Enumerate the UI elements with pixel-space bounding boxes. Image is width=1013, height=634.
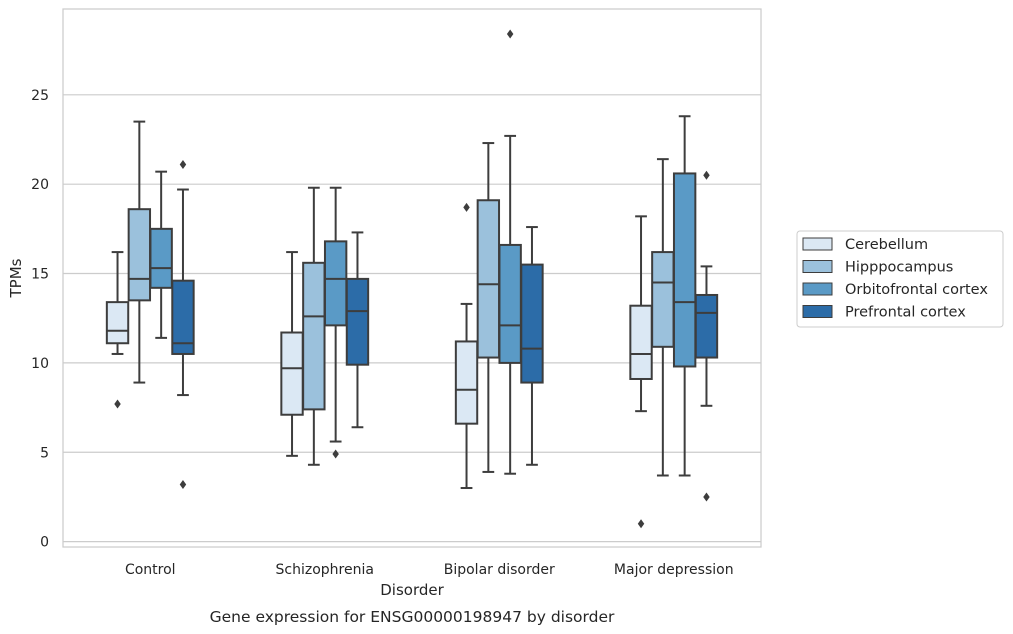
outlier-point	[179, 160, 187, 170]
legend-item-orbitofrontal-cortex: Orbitofrontal cortex	[802, 282, 988, 298]
box-body	[476, 199, 501, 359]
y-tick-labels: 0 5 10 15 20 25	[31, 88, 49, 551]
chart-caption: Gene expression for ENSG00000198947 by d…	[210, 608, 615, 626]
box-control-orbitofrontal-cortex	[149, 170, 173, 339]
box-bipolar-disorder-orbitofrontal-cortex	[498, 29, 522, 475]
y-axis-label: TPMs	[7, 258, 25, 298]
legend-swatch	[802, 282, 833, 296]
x-tick-label-control: Control	[125, 562, 176, 578]
x-axis-label: Disorder	[380, 581, 444, 599]
box-bipolar-disorder-prefrontal-cortex	[520, 226, 544, 466]
legend-label: Cerebellum	[845, 237, 928, 253]
legend-item-prefrontal-cortex: Prefrontal cortex	[802, 305, 966, 321]
box-body	[520, 263, 544, 384]
box-schizophrenia-orbitofrontal-cortex	[323, 186, 348, 459]
box-body	[672, 172, 697, 368]
box-bipolar-disorder-cerebellum	[454, 202, 479, 490]
outlier-point	[703, 492, 710, 502]
box-body	[651, 251, 675, 348]
box-body	[454, 340, 479, 425]
y-tick-label-15: 15	[31, 267, 49, 283]
box-control-hipppocampus	[127, 120, 152, 384]
box-body	[498, 243, 522, 364]
outlier-point	[463, 202, 470, 212]
outlier-point	[703, 170, 710, 180]
plot-frame	[62, 8, 762, 548]
y-tick-label-5: 5	[40, 445, 49, 461]
box-body	[302, 261, 326, 411]
legend-frame	[796, 230, 1004, 328]
box-body	[694, 293, 719, 359]
legend-label: Hipppocampus	[845, 260, 953, 276]
box-schizophrenia-prefrontal-cortex	[345, 231, 370, 429]
legend-label: Prefrontal cortex	[845, 305, 966, 321]
x-tick-label-schizophrenia: Schizophrenia	[276, 562, 374, 578]
box-body	[149, 227, 173, 289]
legend-swatch	[802, 305, 833, 318]
box-schizophrenia-hipppocampus	[302, 186, 326, 466]
box-body	[127, 208, 152, 302]
legend-swatch	[802, 237, 833, 251]
y-tick-label-10: 10	[31, 356, 49, 372]
box-major-depression-hipppocampus	[651, 158, 675, 477]
box-body	[345, 277, 370, 366]
gridlines	[63, 94, 761, 543]
box-body	[323, 240, 348, 327]
box-bipolar-disorder-hipppocampus	[476, 142, 501, 473]
outlier-point	[637, 519, 645, 529]
x-tick-labels: Control Schizophrenia Bipolar disorder Majo…	[125, 562, 734, 578]
x-tick-label-major-depression: Major depression	[614, 562, 734, 578]
outlier-point	[506, 29, 514, 39]
legend-label: Orbitofrontal cortex	[845, 282, 988, 298]
y-tick-label-25: 25	[31, 88, 49, 104]
x-tick-label-bipolar-disorder: Bipolar disorder	[444, 562, 555, 578]
y-tick-label-20: 20	[31, 177, 49, 193]
box-schizophrenia-cerebellum	[280, 251, 304, 457]
outlier-point	[179, 479, 187, 489]
legend: Cerebellum Hipppocampus Orbitofrontal cort…	[796, 230, 1004, 328]
box-body	[280, 331, 304, 416]
box-major-depression-cerebellum	[629, 215, 653, 529]
box-major-depression-prefrontal-cortex	[694, 170, 719, 502]
box-body	[629, 304, 653, 380]
legend-swatch	[802, 260, 833, 273]
legend-item-hipppocampus: Hipppocampus	[802, 260, 953, 276]
box-control-cerebellum	[105, 251, 130, 409]
box-major-depression-orbitofrontal-cortex	[672, 115, 697, 477]
box-body	[105, 301, 130, 345]
box-control-prefrontal-cortex	[171, 160, 195, 489]
legend-item-cerebellum: Cerebellum	[802, 237, 928, 253]
outlier-point	[114, 399, 121, 409]
box-body	[171, 279, 195, 355]
y-tick-label-0: 0	[40, 535, 49, 551]
outlier-point	[332, 449, 339, 459]
box-plots	[105, 29, 719, 529]
